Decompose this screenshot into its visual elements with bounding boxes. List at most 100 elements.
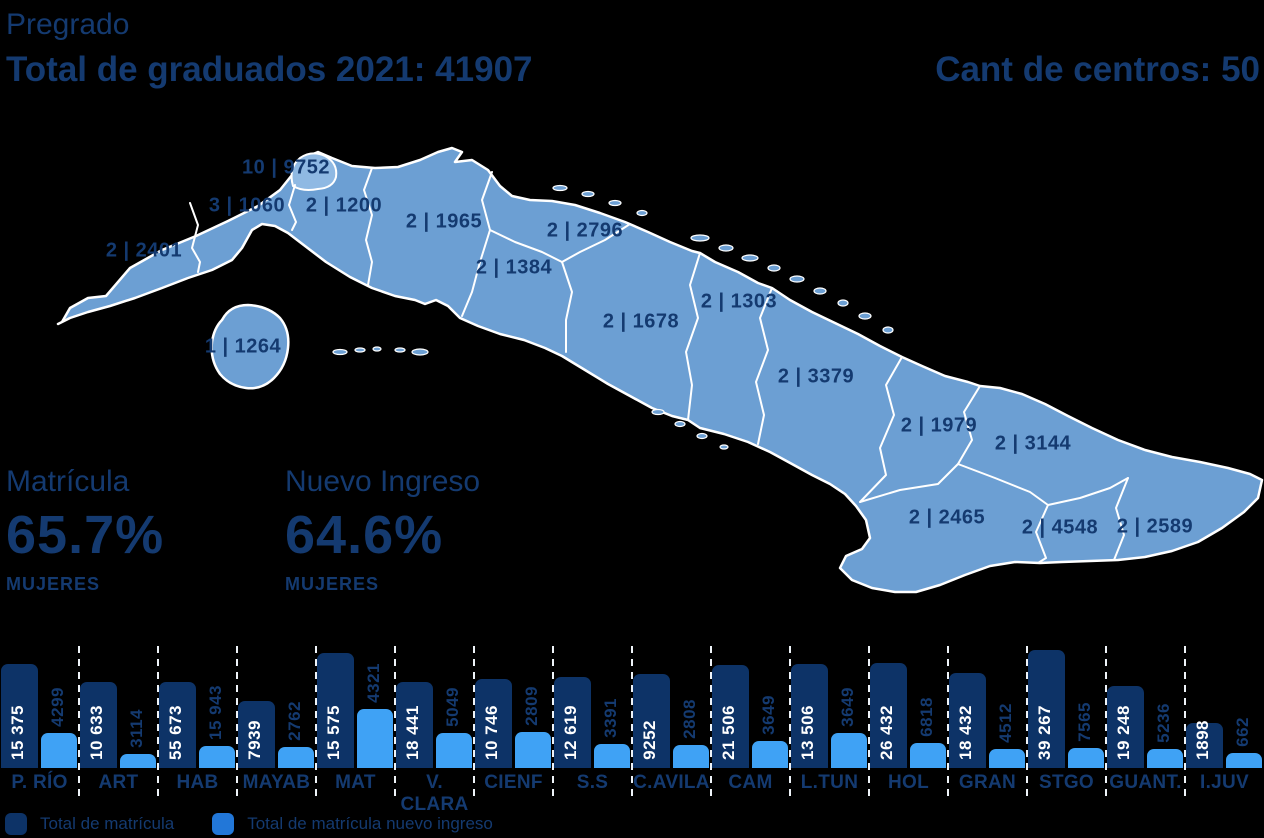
- category-label: HOL: [887, 772, 929, 793]
- map-label: 2 | 2796: [546, 219, 624, 242]
- bar-nuevo-ingreso: [752, 741, 788, 768]
- stat-matricula: Matrícula 65.7% MUJERES: [6, 465, 164, 595]
- province-border: [363, 167, 373, 286]
- bar-total: [80, 682, 117, 768]
- category-label: HAB: [176, 772, 219, 793]
- bar-total: [1, 664, 38, 768]
- bar-total-value: 10 746: [482, 705, 501, 760]
- legend-swatch-matricula-icon: [5, 813, 27, 835]
- province-border: [685, 252, 701, 421]
- province-border: [288, 184, 297, 231]
- bar-nuevo-ingreso: [41, 733, 77, 768]
- stat-label: Nuevo Ingreso: [285, 465, 481, 498]
- group-separator: [78, 646, 80, 800]
- bar-total: [238, 701, 275, 768]
- legend-item-matricula: Total de matrícula: [5, 813, 174, 835]
- category-label: GRAN: [958, 772, 1017, 793]
- bar-total-value: 15 375: [8, 705, 27, 760]
- stat-sublabel: MUJERES: [285, 574, 380, 594]
- bar-nuevo-ingreso: [910, 743, 946, 768]
- map-label: 2 | 2589: [1116, 515, 1194, 538]
- group-separator: [552, 646, 554, 800]
- map-label: 2 | 1965: [405, 210, 483, 233]
- bar-total: [1107, 686, 1144, 768]
- map-label: 10 | 9752: [242, 156, 330, 179]
- map-label: 2 | 3379: [777, 365, 855, 388]
- group-separator: [1105, 646, 1107, 800]
- category-label: MAYAB: [242, 772, 311, 793]
- bar-total-value: 55 673: [166, 705, 185, 760]
- bar-nuevo-value: 5049: [443, 687, 462, 727]
- bar-total: [949, 673, 986, 768]
- group-separator: [236, 646, 238, 800]
- category-label: S.S: [576, 772, 609, 793]
- province-border: [1047, 477, 1129, 506]
- bar-nuevo-value: 4321: [364, 663, 383, 703]
- province-border: [1035, 504, 1049, 564]
- province-border: [461, 171, 493, 317]
- bar-nuevo-ingreso: [278, 747, 314, 768]
- map-label: 2 | 3144: [994, 432, 1072, 455]
- centers-count: Cant de centros: 50: [935, 50, 1260, 89]
- bar-total-value: 19 248: [1114, 705, 1133, 760]
- bar-total: [633, 674, 670, 768]
- province-border: [1113, 477, 1129, 561]
- page-kicker: Pregrado: [6, 8, 130, 41]
- bar-total: [1186, 723, 1223, 768]
- bar-total-value: 7939: [245, 720, 264, 760]
- province-border: [859, 356, 903, 503]
- bar-nuevo-ingreso: [436, 733, 472, 768]
- province-border: [859, 463, 1049, 506]
- map-label: 2 | 2401: [105, 239, 183, 262]
- group-separator: [1184, 646, 1186, 800]
- group-separator: [394, 646, 396, 800]
- legend-item-nuevo-ingreso: Total de matrícula nuevo ingreso: [212, 813, 493, 835]
- category-label: V. CLARA: [400, 772, 469, 815]
- bar-nuevo-ingreso: [120, 754, 156, 768]
- bar-nuevo-value: 6818: [917, 697, 936, 737]
- province-border: [489, 229, 563, 263]
- map-label: 2 | 1200: [305, 194, 383, 217]
- stat-value: 64.6%: [285, 505, 444, 565]
- bar-chart: 15 375 4299 10 633 3114 55 673 15 943 7939 2762…: [0, 646, 1264, 768]
- province-border: [561, 223, 631, 263]
- map-label: 3 | 1060: [208, 194, 286, 217]
- category-label: CIENF: [484, 772, 543, 793]
- bar-nuevo-value: 2762: [285, 701, 304, 741]
- stat-sublabel: MUJERES: [6, 574, 101, 594]
- category-label: L.TUN: [800, 772, 859, 793]
- bar-nuevo-value: 4299: [48, 687, 67, 727]
- map-label: 2 | 1303: [700, 290, 778, 313]
- group-separator: [473, 646, 475, 800]
- bar-total-value: 9252: [640, 720, 659, 760]
- bar-total-value: 18 432: [956, 705, 975, 760]
- bar-nuevo-ingreso: [357, 709, 393, 768]
- map-label: 2 | 2465: [908, 506, 986, 529]
- group-separator: [315, 646, 317, 800]
- category-labels: P. RÍO ART HAB MAYAB MAT V. CLARA CIENF S.S C.AV…: [0, 768, 1264, 815]
- group-separator: [1026, 646, 1028, 800]
- bar-total: [791, 664, 828, 768]
- group-separator: [868, 646, 870, 800]
- cays: [332, 184, 894, 450]
- category-label: GUANT.: [1109, 772, 1182, 793]
- bar-total-value: 39 267: [1035, 705, 1054, 760]
- category-label: ART: [98, 772, 139, 793]
- legend-label: Total de matrícula nuevo ingreso: [247, 814, 493, 833]
- province-border: [957, 385, 981, 465]
- stat-label: Matrícula: [6, 465, 130, 498]
- bar-total-value: 10 633: [87, 705, 106, 760]
- isla-juventud: [210, 303, 290, 390]
- bar-total-value: 15 575: [324, 705, 343, 760]
- category-label: P. RÍO: [11, 772, 68, 793]
- bar-nuevo-ingreso: [831, 733, 867, 768]
- category-label: C.AVILA: [633, 772, 710, 793]
- map-label: 2 | 4548: [1021, 516, 1099, 539]
- category-label: STGO: [1038, 772, 1095, 793]
- bar-nuevo-value: 3649: [838, 687, 857, 727]
- province-border: [189, 202, 201, 273]
- bar-total: [475, 679, 512, 768]
- legend-label: Total de matrícula: [40, 814, 175, 833]
- bar-nuevo-value: 2809: [522, 686, 541, 726]
